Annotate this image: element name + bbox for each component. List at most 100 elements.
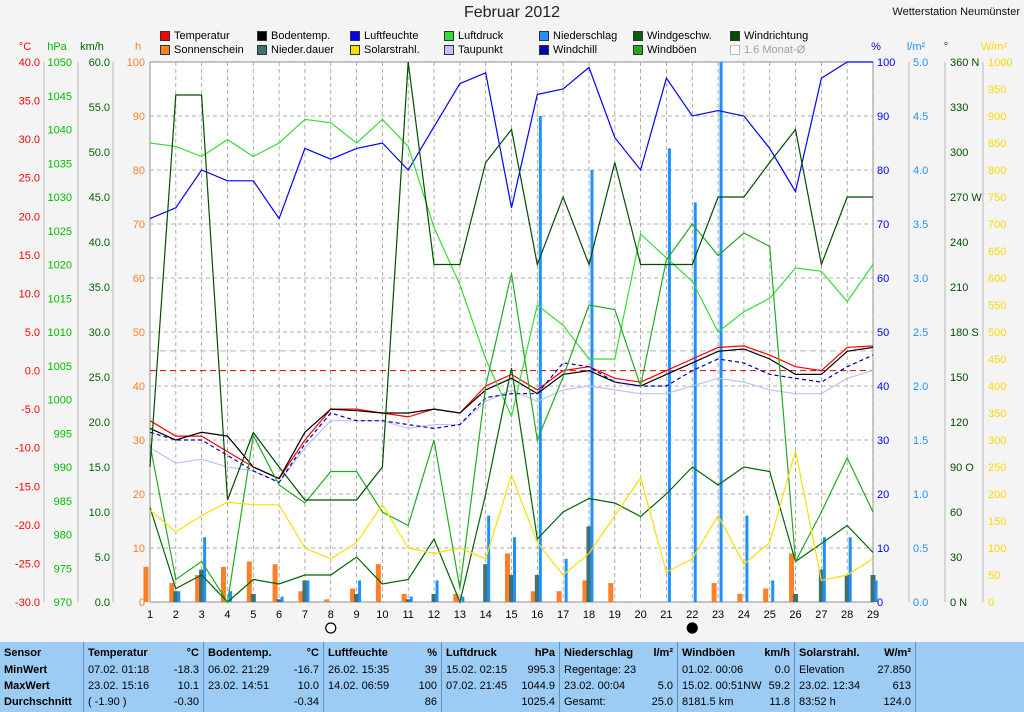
stats-cell-value: 1025.4 bbox=[521, 696, 555, 708]
bar-sonnenschein bbox=[711, 583, 717, 602]
legend-swatch bbox=[160, 45, 170, 55]
sun-tick-label: 40 bbox=[133, 381, 145, 393]
dir-tick-label: 180 S bbox=[950, 327, 979, 339]
bar-niederschlag bbox=[228, 591, 232, 602]
stats-column-title: Solarstrahl. bbox=[799, 647, 860, 659]
legend-label: Solarstrahl. bbox=[364, 44, 420, 56]
x-tick-label: 3 bbox=[199, 609, 205, 621]
stats-cell-value: 995.3 bbox=[527, 664, 555, 676]
stats-row: 23.02. 15:16 10.1 bbox=[88, 678, 199, 694]
wind-tick-label: 30.0 bbox=[89, 327, 110, 339]
dir-tick-label: 60 bbox=[950, 507, 962, 519]
legend-swatch bbox=[257, 31, 267, 41]
stats-cell-value: 10.0 bbox=[297, 680, 319, 692]
stats-column: Luftdruck hPa 15.02. 02:15 995.3 07.02. 21:4… bbox=[442, 642, 560, 712]
rain-unit-label: l/m² bbox=[907, 41, 926, 53]
bar-niederdauer bbox=[173, 591, 179, 602]
stats-row: -0.34 bbox=[208, 694, 319, 710]
solar-tick-label: 350 bbox=[988, 408, 1006, 420]
rain-tick-label: 3.5 bbox=[913, 219, 928, 231]
series-windchill bbox=[149, 354, 874, 484]
bar-niederschlag bbox=[306, 580, 310, 602]
x-tick-label: 24 bbox=[738, 609, 750, 621]
temp-tick-label: 40.0 bbox=[19, 57, 40, 69]
bar-sonnenschein bbox=[298, 591, 304, 602]
solar-tick-label: 150 bbox=[988, 516, 1006, 528]
x-tick-label: 13 bbox=[454, 609, 466, 621]
new-moon-icon bbox=[686, 622, 698, 634]
temp-tick-label: 20.0 bbox=[19, 211, 40, 223]
bar-niederdauer bbox=[586, 526, 592, 602]
hum-tick-label: 30 bbox=[877, 435, 889, 447]
rain-tick-label: 4.0 bbox=[913, 165, 928, 177]
temp-tick-label: 10.0 bbox=[19, 288, 40, 300]
bar-niederschlag bbox=[848, 537, 852, 602]
rain-tick-label: 1.0 bbox=[913, 489, 928, 501]
press-tick-label: 1045 bbox=[48, 91, 72, 103]
legend-label: Bodentemp. bbox=[271, 30, 331, 42]
press-tick-label: 985 bbox=[54, 496, 72, 508]
press-unit-label: hPa bbox=[47, 41, 67, 53]
bar-niederschlag bbox=[358, 580, 362, 602]
stats-cell-label: Gesamt: bbox=[564, 696, 606, 708]
x-tick-label: 17 bbox=[557, 609, 569, 621]
hum-tick-label: 10 bbox=[877, 543, 889, 555]
x-tick-label: 12 bbox=[428, 609, 440, 621]
wind-tick-label: 45.0 bbox=[89, 192, 110, 204]
stats-row: 26.02. 15:35 39 bbox=[328, 662, 437, 678]
dir-tick-label: 300 bbox=[950, 147, 968, 159]
stats-row: 07.02. 01:18 -18.3 bbox=[88, 662, 199, 678]
stats-column-header: Luftdruck hPa bbox=[446, 647, 555, 662]
x-tick-label: 18 bbox=[583, 609, 595, 621]
temp-tick-label: 0.0 bbox=[25, 366, 40, 378]
dir-tick-label: 0 N bbox=[950, 597, 967, 609]
stats-column-title: Luftfeuchte bbox=[328, 647, 388, 659]
x-tick-label: 19 bbox=[609, 609, 621, 621]
legend-item: Taupunkt bbox=[444, 44, 503, 56]
stats-column-unit: l/m² bbox=[653, 647, 673, 659]
bar-niederschlag bbox=[435, 580, 439, 602]
solar-tick-label: 100 bbox=[988, 543, 1006, 555]
solar-tick-label: 600 bbox=[988, 273, 1006, 285]
bar-niederschlag bbox=[177, 591, 181, 602]
solar-unit-label: W/m² bbox=[981, 41, 1008, 53]
bar-niederschlag bbox=[745, 515, 749, 602]
bar-niederdauer bbox=[302, 580, 308, 602]
legend-label: Niederschlag bbox=[553, 30, 618, 42]
legend-label: Temperatur bbox=[174, 30, 230, 42]
wind-tick-label: 10.0 bbox=[89, 507, 110, 519]
legend-swatch bbox=[730, 31, 740, 41]
hum-unit-label: % bbox=[871, 41, 881, 53]
legend-item: Temperatur bbox=[160, 30, 230, 42]
bar-niederschlag bbox=[693, 202, 697, 602]
bar-niederdauer bbox=[354, 593, 360, 602]
stats-cell-label: 8181.5 km bbox=[682, 696, 734, 708]
series-windrichtung bbox=[149, 61, 873, 501]
press-tick-label: 975 bbox=[54, 563, 72, 575]
press-tick-label: 995 bbox=[54, 428, 72, 440]
dir-tick-label: 150 bbox=[950, 372, 968, 384]
bar-niederdauer bbox=[250, 593, 256, 602]
sun-tick-label: 100 bbox=[127, 57, 145, 69]
stats-row: Elevation 27.850 bbox=[799, 662, 911, 678]
hum-tick-label: 0 bbox=[877, 597, 883, 609]
stats-row: 8181.5 km 11.8 bbox=[682, 694, 790, 710]
temp-tick-label: 5.0 bbox=[25, 327, 40, 339]
stats-cell-label: 07.02. 21:45 bbox=[446, 680, 508, 692]
legend-swatch bbox=[350, 45, 360, 55]
bar-niederschlag bbox=[538, 116, 542, 602]
legend-item: Luftfeuchte bbox=[350, 30, 418, 42]
stats-column-unit: hPa bbox=[534, 647, 555, 659]
stats-column-header: Temperatur °C bbox=[88, 647, 199, 662]
stats-column-header: Bodentemp. °C bbox=[208, 647, 319, 662]
solar-tick-label: 200 bbox=[988, 489, 1006, 501]
stats-cell-label: 26.02. 15:35 bbox=[328, 664, 390, 676]
stats-column-unit: °C bbox=[186, 647, 199, 659]
series-bodentemp bbox=[149, 346, 874, 480]
hum-tick-label: 50 bbox=[877, 327, 889, 339]
stats-row: 86 bbox=[328, 694, 437, 710]
legend-swatch bbox=[539, 31, 549, 41]
wind-tick-label: 50.0 bbox=[89, 147, 110, 159]
wind-tick-label: 55.0 bbox=[89, 102, 110, 114]
legend-item: Windchill bbox=[539, 44, 597, 56]
